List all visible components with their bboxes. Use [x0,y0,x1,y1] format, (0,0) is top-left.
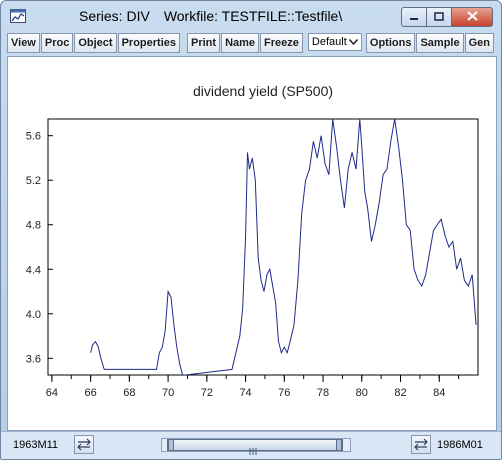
toolbar: View Proc Object Properties Print Name F… [7,33,495,53]
minimize-icon [409,8,419,26]
x-tick-label: 76 [278,387,290,399]
grip-icon [248,442,258,455]
maximize-button[interactable] [427,7,452,27]
double-arrow-icon [412,438,430,457]
y-tick-label: 5.2 [26,175,41,187]
plot-frame [47,118,479,376]
sample-button[interactable]: Sample [416,33,464,53]
object-button[interactable]: Object [74,33,117,53]
graph-template-select[interactable]: Default [307,33,362,51]
view-button[interactable]: View [7,33,40,53]
print-button[interactable]: Print [187,33,221,53]
maximize-icon [434,8,444,26]
sample-start-label: 1963M11 [13,439,59,451]
scrollbar-left-handle[interactable] [168,439,174,451]
x-tick-label: 68 [123,387,135,399]
y-tick-label: 5.6 [26,131,41,143]
freeze-button[interactable]: Freeze [260,33,303,53]
chevron-down-icon [348,36,358,48]
x-tick-label: 64 [46,387,58,399]
scrollbar-thumb[interactable] [167,439,343,455]
x-tick-label: 84 [433,387,445,399]
x-tick-label: 66 [84,387,96,399]
sample-end-label: 1986M01 [437,439,483,451]
properties-button[interactable]: Properties [117,33,180,53]
scroll-right-button[interactable] [411,435,431,454]
y-tick-label: 4.8 [26,220,41,232]
sample-scrollbar[interactable] [161,438,351,455]
scrollbar-right-handle[interactable] [336,439,342,451]
x-tick-label: 82 [394,387,406,399]
minimize-button[interactable] [401,7,427,27]
dropdown-value: Default [311,36,347,48]
x-tick-label: 80 [356,387,368,399]
title-series: Series: DIV [79,8,150,24]
gen-button[interactable]: Gen [464,33,494,53]
x-tick-label: 78 [317,387,329,399]
scroll-left-button[interactable] [74,435,94,454]
line-chart: dividend yield (SP500) 3.6 4.0 4.4 4.8 5.2 5.6… [26,83,479,399]
x-tick-label: 72 [201,387,213,399]
close-icon [466,8,478,26]
double-arrow-icon [75,438,93,457]
name-button[interactable]: Name [221,33,260,53]
window-title: Series: DIV Workfile: TESTFILE::Testfile\ [79,8,342,24]
series-line [90,119,477,375]
chart-title: dividend yield (SP500) [193,83,333,99]
x-tick-label: 70 [162,387,174,399]
y-tick-label: 3.6 [26,353,41,365]
status-bar: 1963M11 1986M01 [1,431,501,459]
y-tick-label: 4.0 [26,309,41,321]
graph-window-icon [10,9,26,23]
x-tick-label: 74 [239,387,251,399]
options-button[interactable]: Options [365,33,416,53]
y-tick-label: 4.4 [26,264,41,276]
title-workfile: Workfile: TESTFILE::Testfile\ [163,8,343,24]
title-bar[interactable]: Series: DIV Workfile: TESTFILE::Testfile\ [1,1,501,31]
window-controls [401,7,493,27]
chart-area: dividend yield (SP500) 3.6 4.0 4.4 4.8 5.2 5.6… [7,56,497,431]
proc-button[interactable]: Proc [40,33,74,53]
close-button[interactable] [452,7,493,27]
